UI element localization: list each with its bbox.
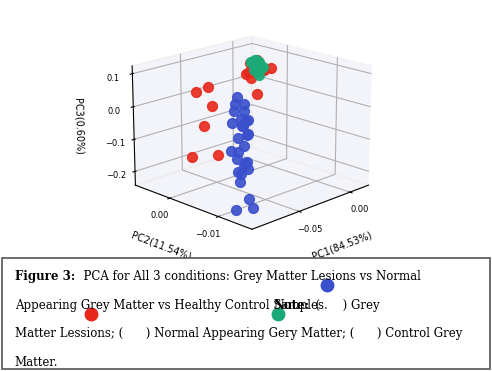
Text: Note:: Note: xyxy=(273,299,309,312)
Y-axis label: PC2(11.54%): PC2(11.54%) xyxy=(130,230,193,262)
Text: Matter.: Matter. xyxy=(15,356,58,369)
Text: Figure 3:: Figure 3: xyxy=(15,270,75,283)
X-axis label: PC1(84.53%): PC1(84.53%) xyxy=(311,230,374,262)
Text: Appearing Grey Matter vs Healthy Control Samples.: Appearing Grey Matter vs Healthy Control… xyxy=(15,299,331,312)
FancyBboxPatch shape xyxy=(2,258,490,369)
Text: PCA for All 3 conditions: Grey Matter Lesions vs Normal: PCA for All 3 conditions: Grey Matter Le… xyxy=(76,270,421,283)
Text: (      ) Grey: ( ) Grey xyxy=(308,299,379,312)
Text: Matter Lessions; (      ) Normal Appearing Gery Matter; (      ) Control Grey: Matter Lessions; ( ) Normal Appearing Ge… xyxy=(15,327,462,340)
